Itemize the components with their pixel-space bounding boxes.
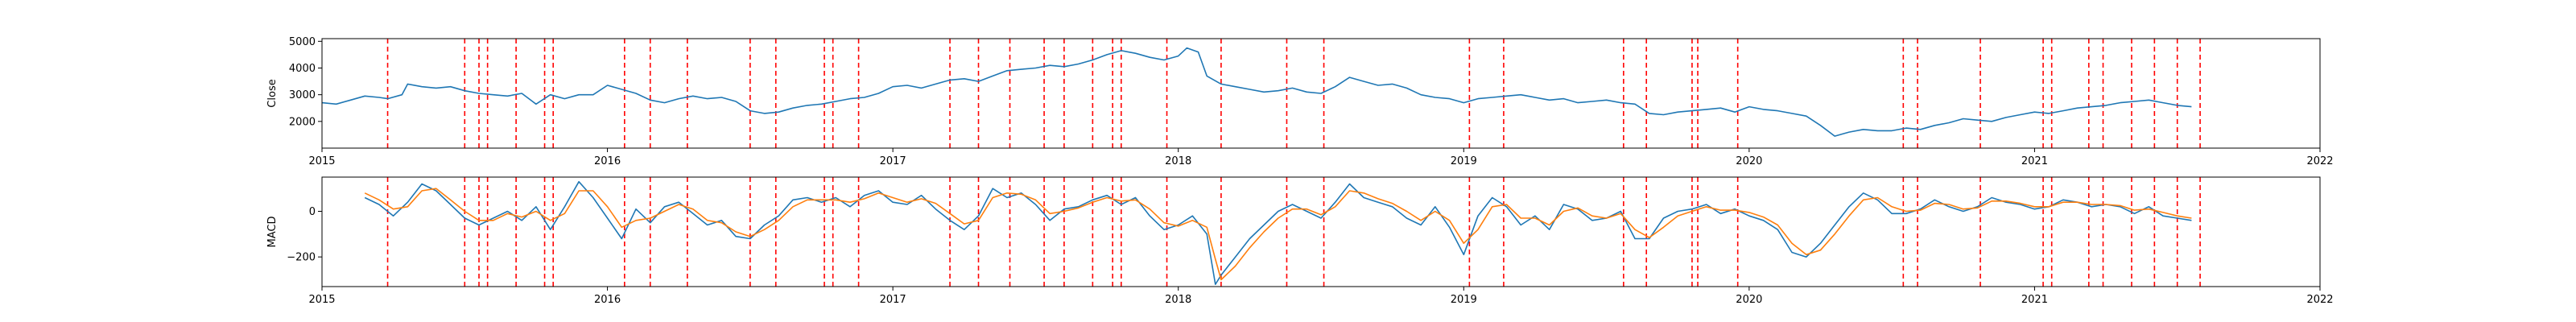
close-x-axis: 2015 2016 2017 2018 2019 2020 2021 2022 [308,148,2334,167]
macd-x-tick-label: 2018 [1165,294,1191,306]
macd-x-tick-label: 2021 [2021,294,2048,306]
close-x-tick-label: 2021 [2021,155,2048,167]
close-y-tick-label: 2000 [289,116,316,128]
close-y-axis: 2000 3000 4000 5000 [289,36,322,128]
macd-panel: 2015 2016 2017 2018 2019 2020 2021 2022 −200 0 M… [266,176,2334,306]
macd-x-tick-label: 2017 [880,294,906,306]
macd-plot-area [322,177,2320,287]
macd-x-tick-label: 2020 [1736,294,1762,306]
macd-axes-frame [321,176,2321,287]
close-x-tick-label: 2018 [1165,155,1191,167]
macd-y-axis: −200 0 [287,206,322,264]
macd-x-axis: 2015 2016 2017 2018 2019 2020 2021 2022 [308,287,2334,306]
macd-event-lines [386,177,2201,287]
macd-y-tick-label: −200 [287,252,316,264]
close-y-tick-label: 4000 [289,63,316,75]
close-x-tick-label: 2019 [1451,155,1477,167]
close-event-lines [386,39,2201,148]
close-y-axis-title: Close [266,79,279,107]
close-price-panel: 2015 2016 2017 2018 2019 2020 2021 2022 2000 300… [266,36,2334,167]
macd-y-tick-label: 0 [309,206,316,218]
macd-y-axis-title: MACD [266,217,279,248]
close-x-tick-label: 2017 [880,155,906,167]
macd-x-tick-label: 2022 [2306,294,2333,306]
macd-x-tick-label: 2019 [1451,294,1477,306]
macd-series-group [364,180,2192,286]
close-x-tick-label: 2022 [2306,155,2333,167]
macd-signal-line [364,188,2192,281]
close-axes-frame [321,38,2321,149]
close-series-group [321,47,2192,137]
macd-x-tick-label: 2015 [308,294,335,306]
macd-x-tick-label: 2016 [594,294,621,306]
close-x-tick-label: 2016 [594,155,621,167]
close-x-tick-label: 2020 [1736,155,1762,167]
macd-series-line [364,180,2192,286]
close-series-line [321,47,2192,137]
close-x-tick-label: 2015 [308,155,335,167]
close-y-tick-label: 3000 [289,89,316,101]
close-y-tick-label: 5000 [289,36,316,48]
